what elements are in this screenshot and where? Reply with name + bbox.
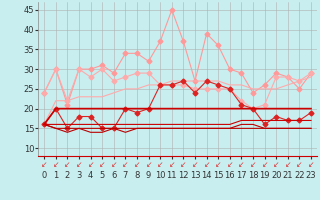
Text: ↙: ↙: [145, 160, 152, 169]
Text: ↙: ↙: [76, 160, 82, 169]
Text: ↙: ↙: [157, 160, 164, 169]
Text: ↙: ↙: [134, 160, 140, 169]
Text: ↙: ↙: [41, 160, 47, 169]
Text: ↙: ↙: [215, 160, 221, 169]
Text: ↙: ↙: [308, 160, 314, 169]
Text: ↙: ↙: [296, 160, 303, 169]
Text: ↙: ↙: [284, 160, 291, 169]
Text: ↙: ↙: [192, 160, 198, 169]
Text: ↙: ↙: [52, 160, 59, 169]
Text: ↙: ↙: [273, 160, 279, 169]
Text: ↙: ↙: [111, 160, 117, 169]
Text: ↙: ↙: [169, 160, 175, 169]
Text: ↙: ↙: [87, 160, 94, 169]
Text: ↙: ↙: [250, 160, 256, 169]
Text: ↙: ↙: [122, 160, 129, 169]
Text: ↙: ↙: [180, 160, 187, 169]
Text: ↙: ↙: [99, 160, 105, 169]
Text: ↙: ↙: [227, 160, 233, 169]
Text: ↙: ↙: [204, 160, 210, 169]
Text: ↙: ↙: [261, 160, 268, 169]
Text: ↙: ↙: [238, 160, 244, 169]
Text: ↙: ↙: [64, 160, 71, 169]
